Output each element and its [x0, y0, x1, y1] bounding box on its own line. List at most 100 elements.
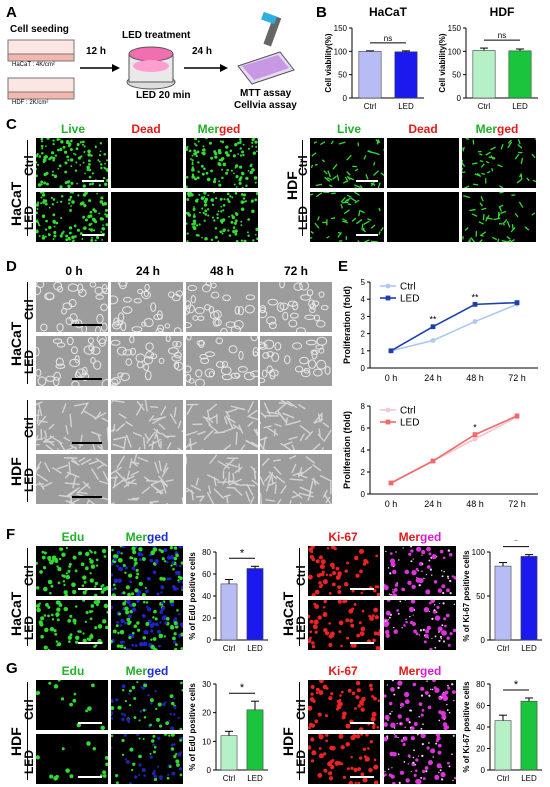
cell-mark	[423, 640, 427, 644]
cell-mark	[190, 295, 196, 304]
cell-mark	[144, 476, 151, 482]
time-label: 72 h	[283, 264, 308, 278]
legend-label: LED	[400, 294, 419, 305]
cell-mark	[368, 767, 373, 773]
image-texture	[186, 336, 258, 386]
cell-mark	[255, 150, 258, 153]
cell-mark	[94, 286, 104, 295]
cell-mark	[117, 282, 128, 287]
cell-mark	[439, 635, 442, 638]
cell-mark	[170, 747, 175, 751]
cell-mark	[53, 282, 63, 291]
cell-mark	[279, 302, 289, 311]
cell-mark	[164, 323, 171, 329]
y-tick-label: 30	[202, 680, 211, 689]
cell-mark	[79, 164, 82, 166]
cell-mark	[129, 603, 133, 608]
cell-mark	[188, 149, 192, 153]
cell-mark	[132, 432, 143, 437]
cell-mark	[195, 477, 199, 486]
cell-mark	[95, 558, 99, 562]
cell-mark	[91, 172, 95, 175]
cell-mark	[88, 159, 91, 163]
cell-mark	[260, 443, 265, 450]
cell-mark	[234, 466, 243, 474]
cell-mark	[507, 139, 512, 144]
cell-mark	[186, 232, 189, 235]
cell-mark	[403, 760, 406, 763]
cell-mark	[113, 317, 120, 327]
cell-mark	[44, 430, 48, 438]
bar	[394, 51, 418, 99]
cell-mark	[311, 641, 315, 645]
cell-mark	[88, 500, 96, 504]
cell-mark	[105, 159, 108, 162]
cell-mark	[130, 470, 140, 476]
cell-mark	[389, 558, 396, 564]
cell-mark	[365, 734, 369, 737]
cell-mark	[295, 327, 306, 332]
cell-mark	[308, 614, 311, 619]
cell-mark	[435, 742, 438, 745]
cell-mark	[60, 194, 64, 198]
cell-mark	[42, 565, 47, 570]
cell-mark	[314, 163, 318, 166]
cell-mark	[64, 161, 68, 165]
cell-mark	[150, 550, 155, 556]
cell-mark	[427, 637, 429, 639]
cell-mark	[220, 205, 223, 208]
cell-mark	[39, 192, 43, 194]
cell-mark	[38, 235, 41, 238]
cell-mark	[340, 197, 346, 203]
cell-mark	[469, 208, 476, 212]
cell-mark	[168, 291, 175, 298]
cell-mark	[345, 618, 350, 623]
cell-mark	[194, 306, 205, 315]
cell-mark	[64, 472, 71, 479]
cell-mark	[169, 694, 174, 699]
cell-mark	[153, 546, 156, 548]
cell-mark	[133, 454, 138, 464]
cell-mark	[36, 603, 40, 608]
cell-mark	[251, 441, 258, 447]
cell-mark	[245, 200, 248, 203]
cell-mark	[64, 181, 68, 185]
cell-mark	[68, 144, 71, 148]
cell-mark	[298, 492, 314, 498]
image-texture	[462, 192, 536, 242]
cell-mark	[67, 619, 72, 623]
scale-bar	[350, 588, 374, 590]
cell-mark	[377, 182, 381, 188]
cell-mark	[177, 752, 182, 757]
cell-mark	[86, 741, 91, 746]
cell-mark	[41, 147, 44, 150]
cell-mark	[234, 211, 238, 215]
image-texture	[36, 336, 108, 386]
cell-mark	[125, 648, 129, 650]
cell-mark	[36, 461, 42, 472]
cell-mark	[111, 588, 115, 591]
cell-mark	[364, 239, 370, 242]
cell-mark	[445, 613, 450, 618]
cell-mark	[351, 691, 356, 696]
cell-mark	[90, 564, 96, 569]
group-divider	[27, 682, 28, 780]
cell-mark	[152, 616, 155, 619]
bar	[220, 583, 238, 641]
cell-mark	[421, 550, 426, 555]
cell-mark	[144, 682, 147, 685]
cell-mark	[266, 483, 270, 492]
cell-mark	[83, 345, 95, 355]
cell-mark	[435, 611, 438, 613]
cell-mark	[201, 207, 204, 210]
cell-mark	[62, 230, 65, 233]
image-hdf-ctrl-edu	[36, 680, 108, 730]
cell-mark	[120, 321, 127, 332]
cell-mark	[169, 600, 175, 604]
cell-mark	[358, 548, 364, 554]
cell-mark	[225, 415, 234, 429]
cell-mark	[95, 603, 99, 607]
cell-mark	[452, 734, 455, 737]
cell-mark	[316, 320, 326, 328]
